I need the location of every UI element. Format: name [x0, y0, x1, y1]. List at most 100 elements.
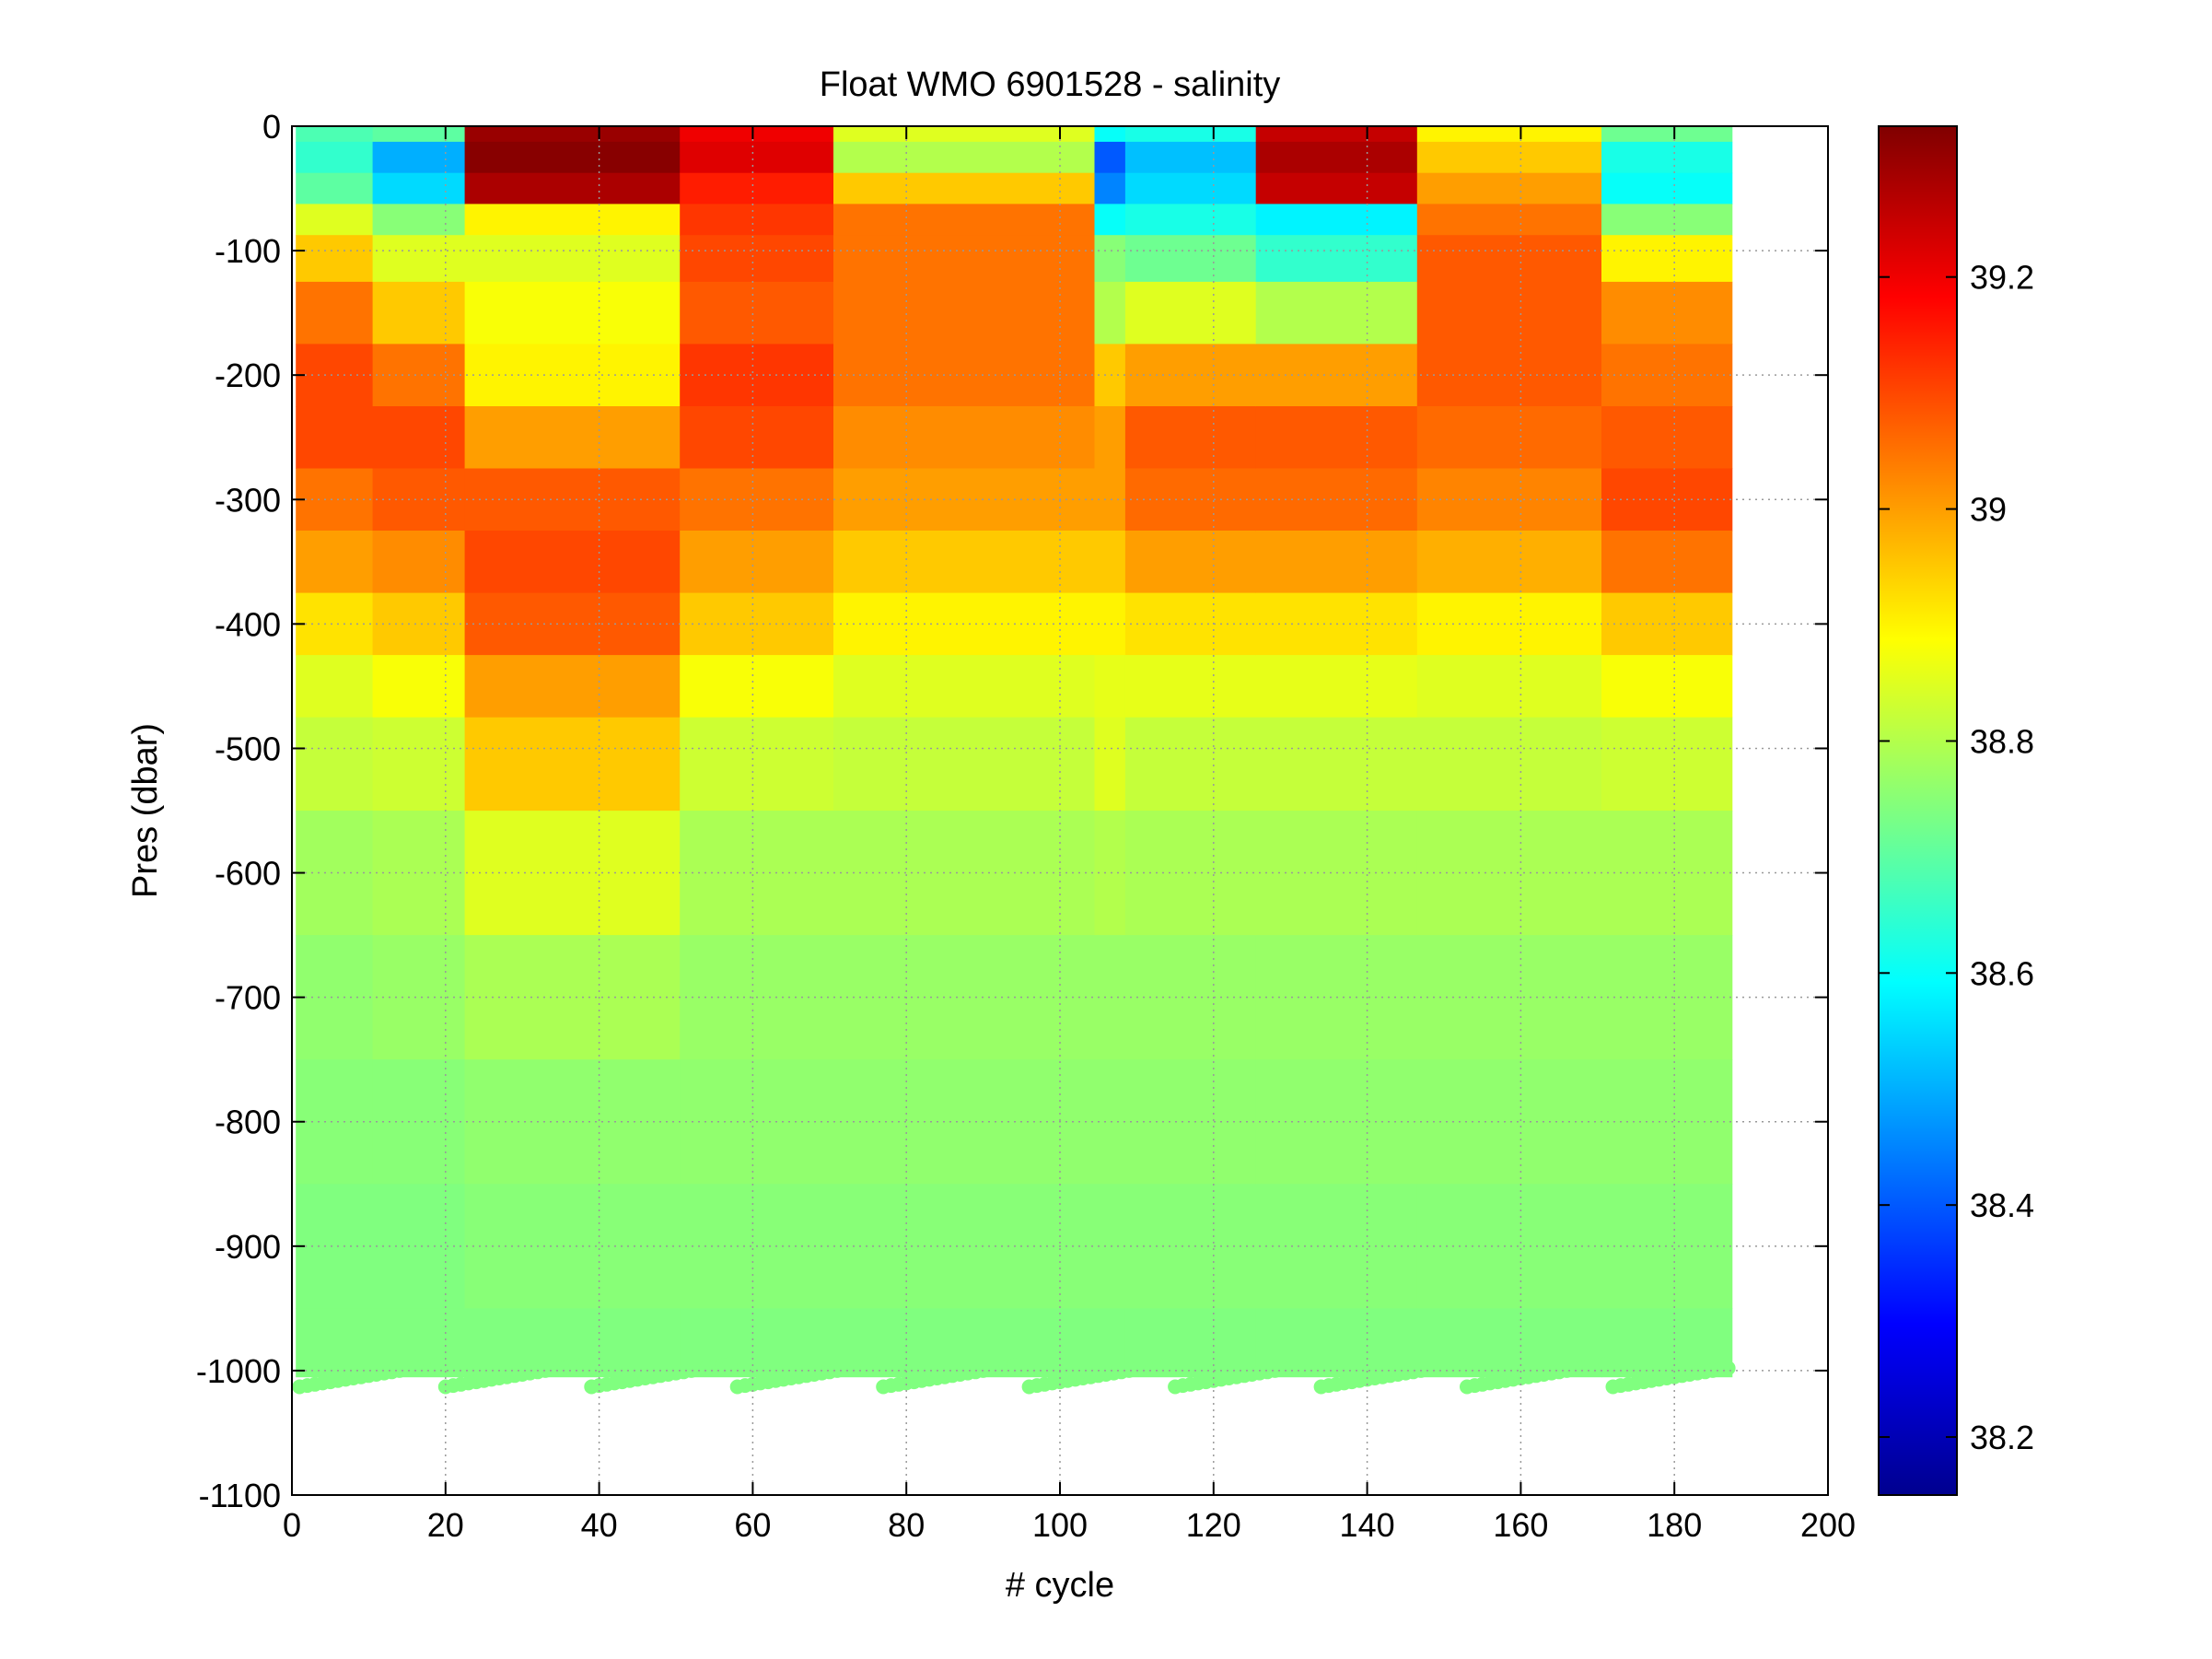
heatmap-cell — [1416, 344, 1602, 407]
heatmap-cell — [1416, 406, 1602, 469]
heatmap-cell — [296, 1308, 374, 1378]
heatmap-cell — [833, 468, 1096, 532]
heatmap-cell — [296, 1184, 374, 1309]
heatmap-cell — [1416, 204, 1602, 236]
y-tick-label: -200 — [215, 356, 281, 394]
heatmap-cell — [833, 344, 1096, 407]
heatmap-cell — [1416, 935, 1602, 1060]
heatmap-cell — [464, 126, 681, 143]
profile-end-dot — [1306, 1357, 1321, 1373]
heatmap-cell — [1416, 655, 1602, 719]
profile-end-dot — [576, 1357, 591, 1373]
heatmap-cell — [464, 655, 681, 719]
heatmap-cell — [372, 141, 466, 174]
profile-end-dot — [1159, 1357, 1175, 1373]
heatmap-cell — [680, 141, 834, 174]
heatmap-cell — [296, 344, 374, 407]
heatmap-cell — [464, 1184, 681, 1309]
heatmap-cell — [1124, 172, 1257, 204]
heatmap-cell — [1094, 281, 1126, 345]
heatmap-cell — [372, 531, 466, 593]
heatmap-cell — [1255, 717, 1418, 812]
heatmap-cell — [296, 126, 374, 143]
heatmap-cell — [1094, 935, 1126, 1060]
heatmap-cell — [464, 235, 681, 283]
heatmap-cell — [372, 406, 466, 469]
heatmap-cell — [1416, 172, 1602, 204]
heatmap-cell — [833, 811, 1096, 936]
colorbar-tick-label: 38.6 — [1970, 954, 2034, 992]
y-tick-label: -600 — [215, 855, 281, 893]
colorbar-ticks: 38.2 38.4 38.6 38.8 39 39.2 — [1879, 259, 2034, 1456]
heatmap-cell — [1094, 811, 1126, 936]
heatmap-cell — [372, 811, 466, 936]
heatmap-cell — [296, 1059, 374, 1185]
heatmap-cell — [680, 281, 834, 345]
heatmap-cell — [1255, 531, 1418, 593]
heatmap-cell — [833, 717, 1096, 812]
heatmap-cell — [464, 531, 681, 593]
colorbar-tick-label: 38.4 — [1970, 1186, 2034, 1224]
heatmap-cell — [296, 141, 374, 174]
heatmap-cell — [296, 717, 374, 812]
x-tick-label: 40 — [581, 1506, 618, 1544]
x-tick-label: 140 — [1340, 1506, 1395, 1544]
x-tick-label: 180 — [1647, 1506, 1702, 1544]
heatmap-cell — [372, 592, 466, 656]
y-tick-label: -100 — [215, 232, 281, 270]
heatmap-cell — [1416, 1184, 1602, 1309]
heatmap-cell — [464, 406, 681, 469]
heatmap-cell — [1416, 235, 1602, 283]
heatmap-cell — [1601, 204, 1733, 236]
profile-end-dot — [1014, 1357, 1030, 1373]
heatmap-cell — [1255, 141, 1418, 174]
grid-lines — [292, 126, 1828, 1495]
heatmap-cell — [833, 1184, 1096, 1309]
heatmap-cell — [464, 717, 681, 812]
x-tick-label: 60 — [734, 1506, 771, 1544]
heatmap-cell — [1124, 655, 1257, 719]
heatmap-cell — [1124, 1184, 1257, 1309]
y-tick-label: -900 — [215, 1228, 281, 1266]
colorbar-gradient — [1879, 126, 1957, 1495]
heatmap-cell — [464, 468, 681, 532]
x-tick-label: 160 — [1493, 1506, 1548, 1544]
heatmap-cell — [372, 235, 466, 283]
heatmap-cell — [464, 281, 681, 345]
heatmap-cell — [833, 281, 1096, 345]
heatmap-cell — [1124, 344, 1257, 407]
x-tick-label: 80 — [888, 1506, 925, 1544]
heatmap-cell — [833, 592, 1096, 656]
heatmap-cell — [1094, 204, 1126, 236]
heatmap-cell — [372, 126, 466, 143]
heatmap-cell — [372, 172, 466, 204]
heatmap-cell — [1416, 281, 1602, 345]
heatmap-cell — [1094, 141, 1126, 174]
heatmap-cell — [680, 655, 834, 719]
heatmap-cell — [1124, 717, 1257, 812]
heatmap-cell — [1094, 126, 1126, 143]
heatmap-cell — [1094, 406, 1126, 469]
heatmap-cell — [372, 344, 466, 407]
profile-end-dots — [292, 1357, 1736, 1395]
x-tick-label: 100 — [1032, 1506, 1088, 1544]
heatmap-cell — [833, 406, 1096, 469]
heatmap-cell — [372, 1059, 466, 1185]
y-tick-label: -1100 — [199, 1477, 281, 1514]
heatmap-cell — [680, 531, 834, 593]
x-axis-title: # cycle — [1006, 1566, 1114, 1605]
heatmap-cell — [1094, 592, 1126, 656]
heatmap-cell — [296, 172, 374, 204]
heatmap-cell — [680, 126, 834, 143]
heatmap-cell — [1255, 235, 1418, 283]
heatmap-cell — [680, 204, 834, 236]
heatmap-cell — [1416, 1059, 1602, 1185]
heatmap-cell — [1094, 655, 1126, 719]
heatmap-cell — [833, 531, 1096, 593]
heatmap-cell — [372, 655, 466, 719]
heatmap-cell — [1255, 126, 1418, 143]
heatmap-cell — [1124, 592, 1257, 656]
profile-end-dot — [1598, 1357, 1613, 1373]
colorbar-tick-label: 39 — [1970, 491, 2007, 529]
